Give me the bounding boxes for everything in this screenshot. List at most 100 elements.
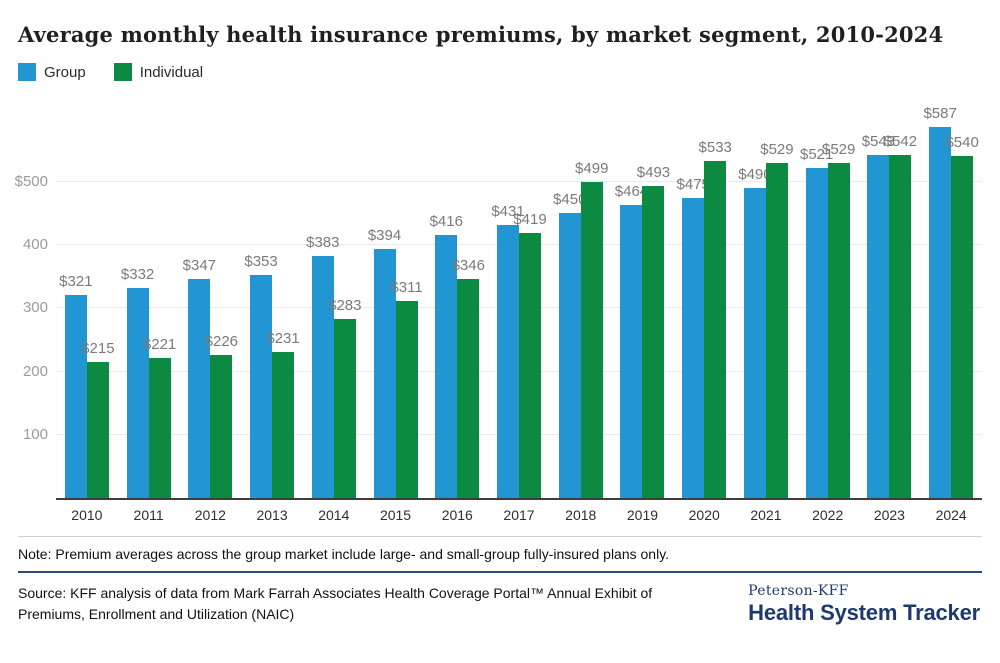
value-label-individual-2017: $419 <box>513 211 547 228</box>
x-tick-label-2020: 2020 <box>688 507 720 523</box>
x-tick-label-2018: 2018 <box>565 507 597 523</box>
legend: Group Individual <box>18 63 982 81</box>
value-label-group-2021: $490 <box>738 166 772 183</box>
bar-group-2018 <box>558 213 581 498</box>
value-label-group-2012: $347 <box>182 257 217 274</box>
x-tick-label-2021: 2021 <box>750 507 782 523</box>
x-tick-label-2019: 2019 <box>626 507 659 523</box>
bar-group-2024 <box>929 127 952 498</box>
value-label-individual-2014: $283 <box>328 297 362 314</box>
legend-item-group: Group <box>18 63 86 81</box>
x-tick-label-2010: 2010 <box>71 507 103 523</box>
legend-label: Individual <box>139 63 204 81</box>
bar-group-2012: $347 $226 <box>179 97 241 498</box>
value-label-individual-2020: $533 <box>698 139 732 156</box>
logo-top-text: Peterson-KFF <box>748 583 849 599</box>
logo-bottom-text: Health System Tracker <box>748 600 980 625</box>
x-tick-label-2016: 2016 <box>441 507 473 523</box>
plot-area: $321 $215 $332 $221 $347 $226 $353 $231 $383 $283… <box>56 97 982 500</box>
y-tick-label-400: 400 <box>22 236 48 253</box>
bar-group-2010: $321 $215 <box>56 97 118 498</box>
bar-individual-2012 <box>210 355 233 498</box>
x-tick-label-2013: 2013 <box>256 507 288 523</box>
group-swatch-icon <box>18 63 36 81</box>
bar-individual-2023 <box>889 155 912 498</box>
value-label-individual-2021: $529 <box>760 141 794 158</box>
gridline-500 <box>56 181 982 182</box>
legend-label: Group <box>44 63 86 81</box>
peterson-kff-logo: Peterson-KFF Health System Tracker <box>748 583 982 626</box>
bar-group-2015: $394 $311 <box>365 97 427 498</box>
value-label-group-2020: $475 <box>676 176 710 193</box>
value-label-group-2024: $587 <box>923 105 957 122</box>
value-label-group-2019: $464 <box>614 183 649 200</box>
bar-group-2016: $416 $346 <box>426 97 488 498</box>
footer: Source: KFF analysis of data from Mark F… <box>18 583 982 626</box>
bar-group-2020: $475 $533 <box>673 97 735 498</box>
bar-group-2012 <box>188 279 211 498</box>
bar-group-2017: $431 $419 <box>488 97 550 498</box>
source-text: Source: KFF analysis of data from Mark F… <box>18 583 652 625</box>
value-label-group-2016: $416 <box>429 213 463 230</box>
bar-individual-2024 <box>951 156 974 498</box>
x-axis-labels: 2010 2011 2012 2013 2014 2015 2016 2017 2018 2019… <box>56 507 982 523</box>
bar-group-2011 <box>126 288 149 498</box>
bar-group-2019: $464 $493 <box>612 97 674 498</box>
bar-group-2014: $383 $283 <box>303 97 365 498</box>
bar-group-2010 <box>64 295 87 498</box>
x-tick-label-2023: 2023 <box>873 507 905 523</box>
bar-individual-2017 <box>519 233 541 498</box>
source-divider <box>18 571 982 573</box>
legend-item-individual: Individual <box>113 63 204 81</box>
bar-group-2018: $450 $499 <box>550 97 612 498</box>
x-tick-label-2011: 2011 <box>133 507 164 523</box>
x-tick-label-2015: 2015 <box>379 507 412 523</box>
y-tick-label-300: 300 <box>22 299 48 316</box>
value-label-individual-2018: $499 <box>575 160 609 177</box>
value-label-group-2010: $321 <box>59 273 93 290</box>
bar-individual-2019 <box>642 186 665 498</box>
bar-individual-2010 <box>86 362 109 498</box>
x-tick-label-2014: 2014 <box>318 507 350 523</box>
bar-group-2023 <box>867 155 890 498</box>
value-label-individual-2019: $493 <box>636 164 671 181</box>
x-tick-label-2017: 2017 <box>503 507 535 523</box>
bar-individual-2013 <box>272 352 295 498</box>
bar-group-2020 <box>682 198 705 498</box>
bar-group-2022 <box>805 168 828 498</box>
note-divider <box>18 536 982 537</box>
bar-group-2016 <box>435 235 458 498</box>
value-label-individual-2015: $311 <box>390 279 423 296</box>
bar-group-2011: $332 $221 <box>118 97 180 498</box>
x-tick-label-2012: 2012 <box>194 507 226 523</box>
y-tick-label-200: 200 <box>22 363 48 380</box>
bar-group-2019 <box>620 205 643 498</box>
value-label-group-2015: $394 <box>367 227 402 244</box>
bar-individual-2022 <box>827 163 850 498</box>
bar-individual-2020 <box>704 161 727 498</box>
value-label-group-2011: $332 <box>120 266 155 283</box>
value-label-individual-2010: $215 <box>81 340 115 357</box>
bar-group-2021 <box>743 188 766 498</box>
value-label-individual-2016: $346 <box>451 257 485 274</box>
bar-group-2014 <box>311 256 334 498</box>
chart-note: Note: Premium averages across the group … <box>18 546 670 562</box>
bar-individual-2018 <box>580 182 603 498</box>
bar-group-2015 <box>373 249 396 498</box>
bar-individual-2011 <box>148 358 171 498</box>
individual-swatch-icon <box>113 63 132 81</box>
value-label-group-2018: $450 <box>553 191 587 208</box>
source-line-1: Source: KFF analysis of data from Mark F… <box>18 585 653 601</box>
bar-group-2023: $543 $542 <box>859 97 921 498</box>
bar-group-2021: $490 $529 <box>735 97 797 498</box>
value-label-individual-2023: $542 <box>883 133 918 150</box>
value-label-individual-2012: $226 <box>204 333 239 350</box>
bar-group-2017 <box>497 225 519 498</box>
source-line-2: Premiums, Enrollment and Utilization (NA… <box>18 606 295 622</box>
value-label-individual-2022: $529 <box>821 141 856 158</box>
bar-group-2013 <box>250 275 273 498</box>
value-label-group-2013: $353 <box>244 253 278 270</box>
value-label-group-2014: $383 <box>306 234 340 251</box>
value-label-individual-2011: $221 <box>142 336 177 353</box>
value-label-individual-2013: $231 <box>266 330 300 347</box>
